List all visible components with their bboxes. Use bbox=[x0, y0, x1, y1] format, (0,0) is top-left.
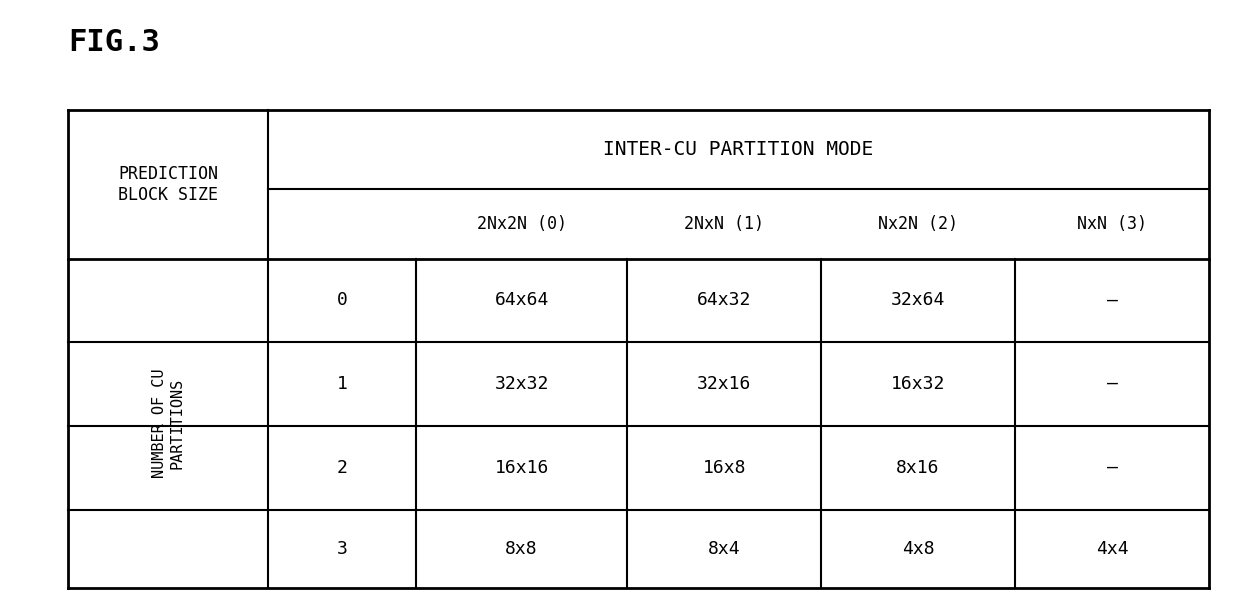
Text: 2: 2 bbox=[336, 459, 347, 477]
Text: Nx2N (2): Nx2N (2) bbox=[878, 215, 959, 233]
Text: 32x16: 32x16 bbox=[697, 375, 751, 393]
Text: –: – bbox=[1106, 291, 1117, 310]
Text: PREDICTION
BLOCK SIZE: PREDICTION BLOCK SIZE bbox=[118, 165, 218, 204]
Text: 8x4: 8x4 bbox=[708, 540, 740, 558]
Text: NUMBER OF CU
PARTITIONS: NUMBER OF CU PARTITIONS bbox=[151, 369, 185, 478]
Text: FIG.3: FIG.3 bbox=[68, 28, 160, 56]
Text: 16x8: 16x8 bbox=[702, 459, 746, 477]
Text: 32x32: 32x32 bbox=[495, 375, 549, 393]
Text: INTER-CU PARTITION MODE: INTER-CU PARTITION MODE bbox=[604, 140, 873, 159]
Text: 64x32: 64x32 bbox=[697, 291, 751, 310]
Text: 3: 3 bbox=[336, 540, 347, 558]
Text: 4x4: 4x4 bbox=[1096, 540, 1128, 558]
Text: 16x16: 16x16 bbox=[495, 459, 549, 477]
Text: 2Nx2N (0): 2Nx2N (0) bbox=[476, 215, 567, 233]
Text: 4x8: 4x8 bbox=[901, 540, 935, 558]
Text: –: – bbox=[1106, 459, 1117, 477]
Text: –: – bbox=[1106, 375, 1117, 393]
Text: 8x8: 8x8 bbox=[506, 540, 538, 558]
Text: 2NxN (1): 2NxN (1) bbox=[684, 215, 764, 233]
Text: 32x64: 32x64 bbox=[890, 291, 945, 310]
Text: 1: 1 bbox=[336, 375, 347, 393]
Text: 16x32: 16x32 bbox=[890, 375, 945, 393]
Text: 8x16: 8x16 bbox=[897, 459, 940, 477]
Text: NxN (3): NxN (3) bbox=[1078, 215, 1147, 233]
Text: 64x64: 64x64 bbox=[495, 291, 549, 310]
Text: 0: 0 bbox=[336, 291, 347, 310]
